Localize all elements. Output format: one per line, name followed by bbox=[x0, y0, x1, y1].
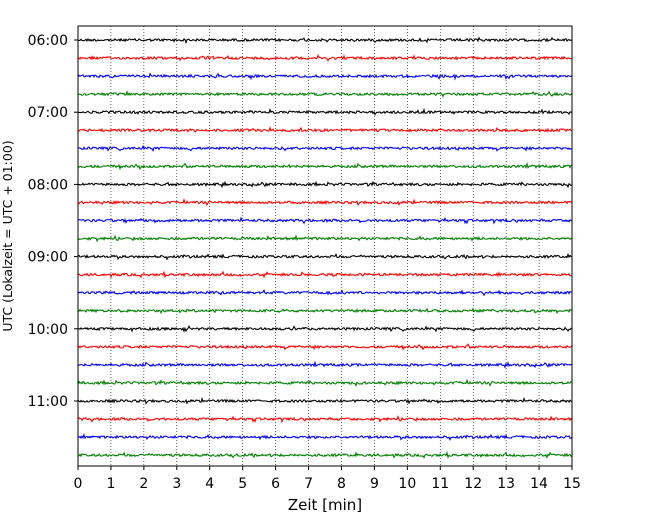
seismic-trace-0945 bbox=[77, 307, 573, 315]
seismic-trace-1115 bbox=[77, 415, 573, 424]
seismic-trace-0715 bbox=[77, 126, 573, 133]
seismic-trace-1145 bbox=[77, 450, 573, 459]
seismic-trace-0745 bbox=[77, 161, 573, 171]
seismic-trace-0930 bbox=[77, 289, 573, 297]
x-tick-label: 15 bbox=[563, 476, 581, 492]
seismic-trace-0645 bbox=[77, 90, 573, 98]
seismic-trace-0600 bbox=[77, 36, 573, 45]
seismic-traces bbox=[77, 36, 573, 459]
seismic-trace-0915 bbox=[77, 270, 573, 279]
y-tick-label: 11:00 bbox=[28, 394, 68, 410]
seismic-trace-0630 bbox=[77, 72, 573, 81]
x-tick-label: 9 bbox=[370, 476, 379, 492]
x-tick-label: 8 bbox=[337, 476, 346, 492]
x-tick-label: 6 bbox=[271, 476, 280, 492]
y-tick-label: 09:00 bbox=[28, 250, 68, 266]
y-axis-ticks: 06:00 07:00 08:00 09:00 10:00 11:00 bbox=[28, 33, 78, 410]
x-tick-label: 12 bbox=[464, 476, 482, 492]
seismic-trace-0815 bbox=[77, 198, 573, 207]
seismic-trace-1000 bbox=[77, 324, 573, 333]
seismic-trace-1130 bbox=[77, 432, 573, 442]
y-tick-label: 08:00 bbox=[28, 177, 68, 193]
seismic-trace-0615 bbox=[77, 54, 573, 62]
x-tick-label: 14 bbox=[530, 476, 548, 492]
x-tick-label: 11 bbox=[431, 476, 449, 492]
seismic-trace-0730 bbox=[77, 144, 573, 152]
seismic-trace-1100 bbox=[77, 396, 573, 405]
x-tick-label: 0 bbox=[74, 476, 83, 492]
seismic-trace-1030 bbox=[77, 360, 573, 369]
y-tick-label: 07:00 bbox=[28, 105, 68, 121]
x-tick-label: 7 bbox=[304, 476, 313, 492]
x-tick-label: 10 bbox=[398, 476, 416, 492]
y-axis-label: UTC (Lokalzeit = UTC + 01:00) bbox=[0, 140, 15, 331]
seismic-trace-0900 bbox=[77, 252, 573, 261]
y-tick-label: 10:00 bbox=[28, 322, 68, 338]
y-tick-label: 06:00 bbox=[28, 33, 68, 49]
grid-lines bbox=[110, 26, 540, 466]
seismic-trace-1015 bbox=[77, 343, 573, 351]
seismic-trace-0830 bbox=[77, 216, 573, 225]
x-tick-label: 13 bbox=[497, 476, 515, 492]
seismic-trace-1045 bbox=[77, 378, 573, 387]
x-tick-label: 5 bbox=[238, 476, 247, 492]
x-axis-label: Zeit [min] bbox=[288, 496, 362, 514]
seismic-trace-0700 bbox=[77, 107, 573, 116]
seismic-trace-0845 bbox=[77, 234, 573, 243]
seismic-trace-0800 bbox=[77, 180, 573, 189]
x-tick-label: 1 bbox=[106, 476, 115, 492]
plot-frame bbox=[77, 25, 573, 467]
x-tick-label: 4 bbox=[205, 476, 214, 492]
x-tick-label: 3 bbox=[172, 476, 181, 492]
x-tick-label: 2 bbox=[139, 476, 148, 492]
x-axis-ticks: 0 1 2 3 4 5 6 7 8 9 10 11 12 13 14 15 bbox=[74, 466, 581, 492]
